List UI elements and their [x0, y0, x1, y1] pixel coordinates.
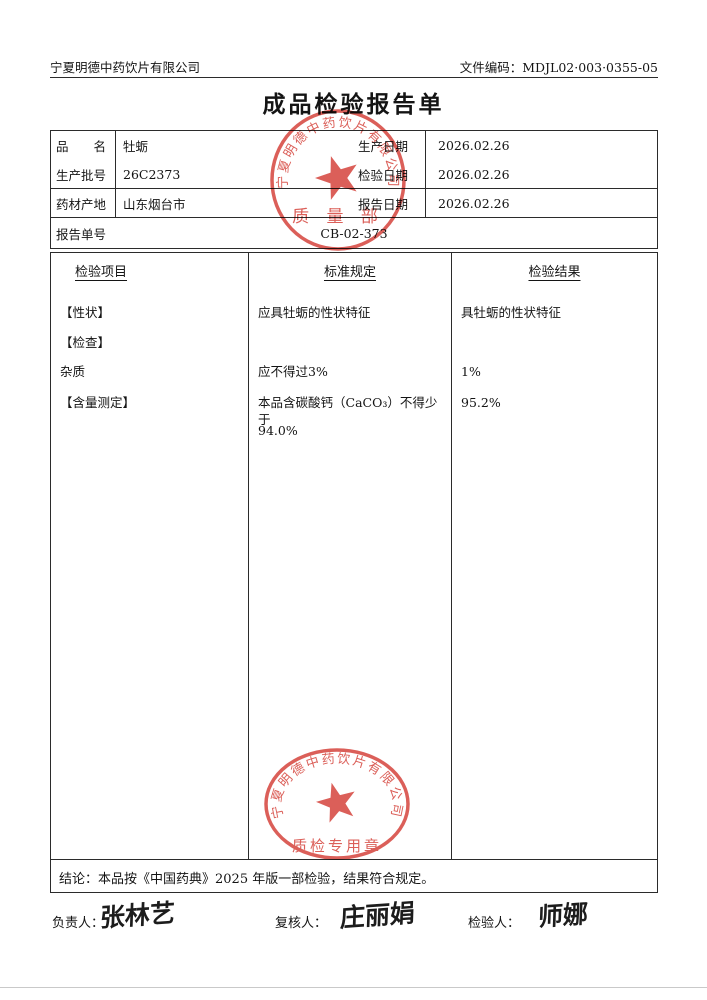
star-icon [315, 782, 355, 823]
standard-assay-line2: 94.0% [258, 423, 298, 438]
report-no-value: CB-02-373 [320, 225, 388, 241]
item-impurity: 杂质 [60, 364, 86, 379]
batch-no-value: 26C2373 [123, 166, 181, 182]
production-date-value: 2026.02.26 [438, 138, 510, 153]
report-date-label: 报告日期 [357, 196, 408, 212]
standard-assay: 本品含碳酸钙（CaCO₃）不得少于 [258, 395, 438, 427]
batch-no-label: 生产批号 [51, 160, 116, 188]
inspection-table: 检验项目 标准规定 检验结果 【性状】 应具牡蛎的性状特征 具牡蛎的性状特征 【… [50, 252, 658, 893]
responsible-label: 负责人： [52, 916, 105, 931]
stamp-center-text: 质 量 部 [292, 207, 384, 227]
company-name: 宁夏明德中药饮片有限公司 [50, 60, 201, 75]
item-examination: 【检查】 [60, 335, 111, 350]
report-no-label: 报告单号 [56, 226, 107, 242]
product-name-label: 品 名 [51, 131, 116, 160]
reviewer-signature: 庄丽娟 [339, 898, 416, 933]
result-assay: 95.2% [461, 395, 501, 410]
quality-dept-stamp: 宁夏明德中药饮片有限公司 质 量 部 [270, 109, 406, 251]
column-divider [451, 253, 452, 859]
conclusion-row: 结论： 本品按《中国药典》2025 年版一部检验，结果符合规定。 [51, 859, 657, 894]
reviewer-label: 复核人： [275, 916, 328, 931]
stamp-border [270, 109, 406, 251]
origin-label: 药材产地 [51, 189, 116, 217]
table-row: 药材产地 山东烟台市 报告日期 2026.02.26 [51, 189, 657, 218]
conclusion-label: 结论： [59, 871, 99, 887]
standard-character: 应具牡蛎的性状特征 [258, 305, 371, 320]
result-character: 具牡蛎的性状特征 [461, 305, 562, 320]
column-header-standard: 标准规定 [323, 265, 376, 280]
item-character: 【性状】 [60, 305, 111, 320]
document-code-value: MDJL02·003·0355-05 [522, 60, 658, 75]
header-divider [50, 77, 658, 78]
column-divider [248, 253, 249, 859]
result-impurity: 1% [461, 364, 481, 379]
table-row: 品 名 牡蛎 生产日期 2026.02.26 [51, 131, 657, 160]
stamp-center-text: 质检专用章 [292, 837, 382, 855]
column-header-result: 检验结果 [528, 265, 581, 280]
product-name-value: 牡蛎 [123, 139, 149, 154]
standard-impurity: 应不得过3% [258, 364, 328, 379]
conclusion-text: 本品按《中国药典》2025 年版一部检验，结果符合规定。 [98, 871, 435, 887]
table-row: 报告单号 CB-02-373 [51, 218, 657, 248]
document-code-label: 文件编码： [459, 60, 523, 75]
inspection-date-label: 检验日期 [357, 167, 408, 183]
stamp-border [264, 748, 410, 860]
origin-value: 山东烟台市 [123, 196, 186, 212]
document-code: 文件编码：MDJL02·003·0355-05 [460, 57, 658, 76]
inspector-signature: 师娜 [537, 899, 589, 932]
inspector-label: 检验人： [468, 916, 521, 931]
page-bottom-edge [0, 987, 707, 988]
star-icon [314, 156, 357, 200]
item-assay: 【含量测定】 [60, 395, 136, 410]
qc-seal-stamp: 宁夏明德中药饮片有限公司 质检专用章 [264, 748, 410, 860]
responsible-signature: 张林艺 [99, 898, 176, 933]
report-date-value: 2026.02.26 [438, 195, 510, 211]
inspection-date-value: 2026.02.26 [438, 166, 510, 182]
column-header-item: 检验项目 [75, 265, 128, 280]
